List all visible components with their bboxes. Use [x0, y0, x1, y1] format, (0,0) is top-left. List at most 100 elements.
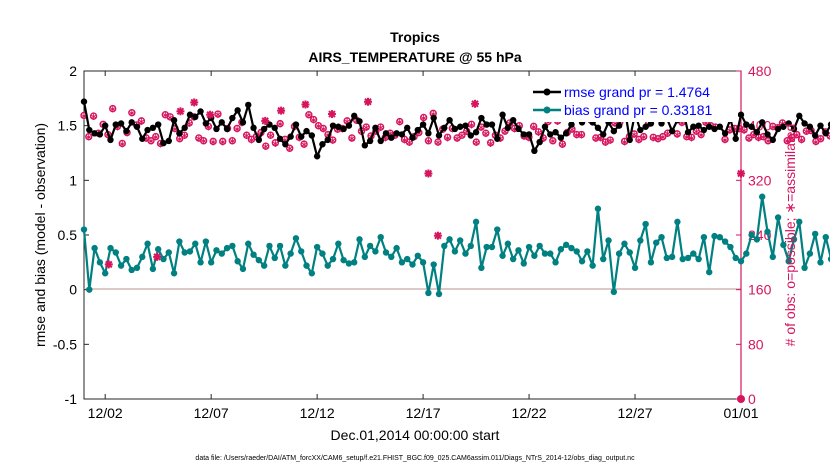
- bias-point: [547, 250, 554, 257]
- bias-point: [276, 242, 284, 250]
- rmse-point: [811, 132, 819, 139]
- bias-point: [610, 288, 618, 296]
- bias-point: [790, 236, 798, 243]
- bias-point: [160, 255, 167, 263]
- obs-assim-star: ∗: [735, 123, 744, 135]
- obs-possible-point: [396, 117, 404, 126]
- star-arm: [471, 100, 479, 108]
- bias-point: [663, 254, 671, 262]
- bias-point: [637, 237, 644, 244]
- bias-point: [631, 264, 639, 271]
- obs-assim-star: ∗: [529, 121, 538, 133]
- bias-point: [351, 259, 358, 266]
- obs-assim-star: ∗: [807, 125, 816, 137]
- obs-assim-star: ∗: [826, 131, 830, 143]
- rmse-point: [541, 123, 549, 130]
- rmse-point: [536, 138, 543, 146]
- y2-tick-label: 0: [748, 391, 756, 407]
- rmse-point: [170, 117, 178, 124]
- obs-possible-point: [233, 124, 241, 133]
- obs-assim-star: ∗: [342, 116, 351, 128]
- rmse-point: [414, 126, 421, 134]
- obs-assim-star: ∗: [108, 104, 117, 116]
- rmse-point: [758, 119, 766, 126]
- obs-assimilated-point: [301, 100, 310, 109]
- obs-assim-star: ∗: [606, 135, 615, 147]
- rmse-point: [568, 121, 575, 128]
- obs-assim-star: ∗: [218, 136, 227, 148]
- bias-point: [430, 261, 437, 268]
- obs-assim-star: ∗: [524, 132, 533, 144]
- obs-assim-star: ∗: [543, 117, 552, 129]
- x-axis: 12/02 12/07 12/12 12/17 12/22 12/27 01/01: [88, 71, 759, 421]
- obs-assim-star: ∗: [280, 134, 289, 146]
- obs-assim-star: ∗: [328, 135, 337, 147]
- bias-point: [716, 233, 724, 241]
- x-tick-label: 12/27: [618, 405, 653, 421]
- rmse-point: [361, 142, 369, 149]
- rmse-point: [806, 123, 814, 130]
- rmse-point: [239, 119, 247, 126]
- y-axis-left: -1 -0.5 0 0.5 1 1.5 2: [53, 63, 89, 407]
- bias-point: [509, 255, 517, 263]
- bias-point: [467, 242, 474, 250]
- rmse-point: [774, 125, 782, 133]
- bias-point: [674, 218, 681, 226]
- obs-possible-point: [659, 132, 667, 141]
- bias-point: [753, 236, 761, 243]
- rmse-point: [615, 122, 623, 129]
- bias-point: [494, 226, 501, 233]
- bias-point: [149, 265, 157, 273]
- obs-assim-star: ∗: [232, 123, 241, 135]
- obs-assim-star: ∗: [247, 134, 256, 146]
- obs-possible-point: [271, 139, 280, 147]
- obs-assim-star: ∗: [692, 126, 701, 138]
- obs-assim-star: ∗: [620, 136, 629, 148]
- rmse-point: [351, 112, 358, 120]
- bias-point: [525, 243, 533, 251]
- x-tick-label: 12/07: [194, 405, 229, 421]
- obs-possible-point: [606, 136, 614, 144]
- obs-possible-point: [118, 139, 126, 148]
- obs-possible-point: [348, 134, 356, 142]
- y2-tick-label: 480: [748, 63, 772, 79]
- obs-possible-point: [482, 129, 490, 137]
- rmse-point: [695, 122, 702, 129]
- obs-assim-star: ∗: [630, 129, 639, 141]
- obs-possible-point: [692, 127, 701, 135]
- rmse-point: [80, 98, 88, 105]
- y-tick-label: -0.5: [53, 336, 77, 352]
- bias-point: [186, 248, 194, 255]
- bias-point: [806, 250, 814, 257]
- bias-point: [250, 251, 257, 258]
- y-tick-label: 0.5: [58, 227, 78, 243]
- rmse-point: [128, 119, 135, 126]
- obs-assim-star: ∗: [400, 134, 409, 146]
- obs-assim-star: ∗: [663, 128, 672, 140]
- obs-assim-star: ∗: [194, 133, 203, 145]
- rmse-point: [123, 127, 130, 135]
- y-tick-label: 0: [69, 282, 77, 298]
- obs-possible-point: [89, 112, 98, 120]
- rmse-point: [684, 129, 692, 136]
- bias-point: [706, 268, 713, 276]
- bias-point: [181, 249, 188, 256]
- rmse-point: [260, 125, 268, 133]
- obs-assim-star: ∗: [534, 127, 543, 139]
- rmse-point: [509, 117, 517, 124]
- obs-assim-star: ∗: [649, 132, 658, 144]
- legend-rmse-label: rmse grand pr = 1.4764: [564, 84, 710, 100]
- obs-possible-point: [362, 123, 370, 131]
- obs-possible-point: [152, 132, 160, 141]
- obs-assimilated-point: [277, 106, 286, 115]
- obs-assim-star: ∗: [653, 134, 662, 146]
- bias-point: [409, 261, 416, 268]
- rmse-point: [356, 118, 363, 125]
- rmse-point: [282, 141, 289, 148]
- rmse-point: [377, 137, 384, 145]
- rmse-point: [213, 125, 220, 133]
- rmse-point: [382, 130, 390, 137]
- obs-possible-point: [472, 138, 480, 146]
- obs-assim-star: ∗: [146, 136, 155, 148]
- rmse-point: [197, 108, 204, 115]
